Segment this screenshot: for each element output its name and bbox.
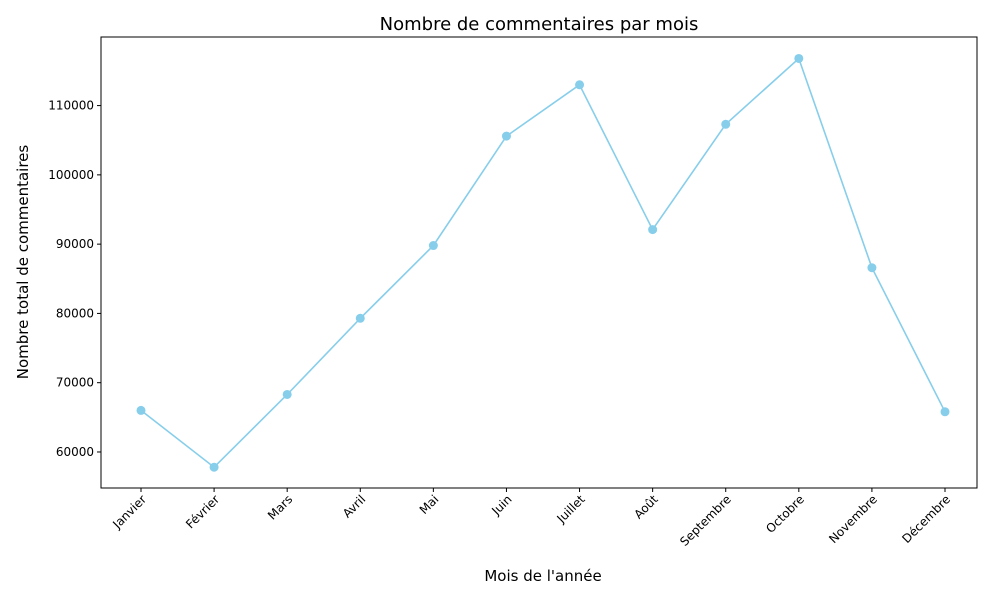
x-axis-label: Mois de l'année — [484, 567, 601, 585]
data-point — [940, 407, 950, 417]
data-point — [355, 313, 365, 323]
data-point — [209, 462, 219, 472]
data-point — [282, 389, 292, 399]
data-point — [428, 241, 438, 251]
data-point — [794, 53, 804, 63]
y-tick-label: 60000 — [56, 445, 94, 459]
chart-title: Nombre de commentaires par mois — [380, 14, 699, 35]
data-point — [648, 225, 658, 235]
data-point — [136, 405, 146, 415]
y-tick-label: 70000 — [56, 376, 94, 390]
y-tick-label: 90000 — [56, 237, 94, 251]
y-axis: 60000 70000 80000 90000 100000 110000 — [48, 99, 101, 459]
series-line — [140, 57, 946, 469]
data-point — [867, 263, 877, 273]
data-point — [721, 119, 731, 129]
plot-area — [101, 37, 977, 488]
y-tick-label: 110000 — [48, 99, 94, 113]
data-point — [501, 131, 511, 141]
y-axis-label: Nombre total de commentaires — [14, 145, 32, 380]
y-tick-label: 80000 — [56, 306, 94, 320]
plot-frame — [100, 36, 978, 489]
series-markers — [136, 53, 950, 472]
data-point — [575, 80, 585, 90]
y-tick-label: 100000 — [48, 168, 94, 182]
